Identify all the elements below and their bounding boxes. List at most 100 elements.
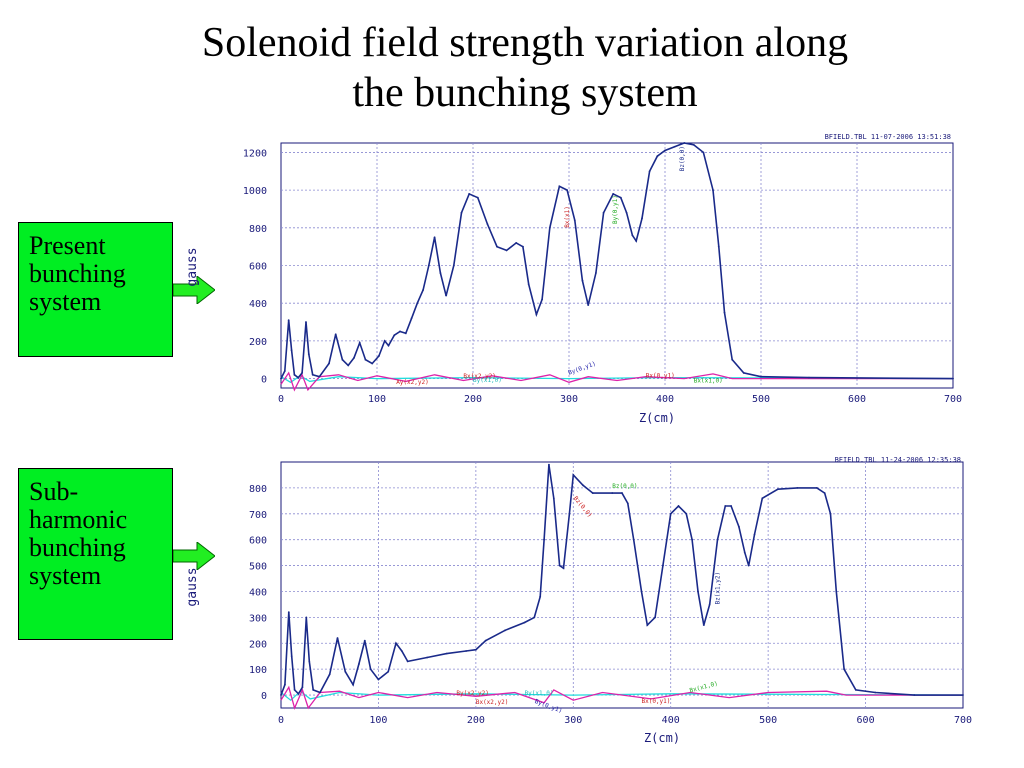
y-tick-label: 600 <box>249 262 267 273</box>
data-point <box>383 339 386 342</box>
data-point <box>573 219 576 222</box>
series-bx <box>280 685 963 710</box>
data-point <box>422 289 424 291</box>
data-point <box>393 334 396 337</box>
y-tick-label: 500 <box>249 562 267 573</box>
data-point <box>283 370 286 372</box>
data-point <box>465 650 468 652</box>
data-point <box>287 611 290 614</box>
data-point <box>523 621 526 624</box>
present-system-label: Present bunching system <box>18 222 173 357</box>
data-point <box>305 616 308 619</box>
y-tick-label: 0 <box>261 691 267 702</box>
data-point <box>716 538 719 541</box>
x-axis-label: Z(cm) <box>639 411 675 425</box>
y-tick-label: 400 <box>249 587 267 598</box>
data-point <box>312 688 315 691</box>
data-point <box>283 683 286 686</box>
data-point <box>290 349 293 352</box>
data-point <box>697 590 699 593</box>
data-point <box>747 564 750 567</box>
data-point <box>602 211 605 214</box>
data-point <box>591 492 594 494</box>
data-point <box>594 272 597 274</box>
y-tick-label: 0 <box>261 375 267 386</box>
data-point <box>562 567 565 570</box>
data-point <box>631 234 634 237</box>
curve-annotation: Bx(x2,y2) <box>476 699 509 706</box>
data-point <box>353 356 355 359</box>
curve-annotation: Bx(x2,y2) <box>463 373 496 380</box>
data-point <box>543 538 545 541</box>
x-tick-label: 300 <box>564 715 582 726</box>
x-axis-label: Z(cm) <box>644 731 680 745</box>
data-point <box>305 321 307 323</box>
data-point <box>297 376 300 379</box>
data-point <box>662 564 664 567</box>
data-point <box>760 375 762 378</box>
data-point <box>952 377 954 380</box>
data-point <box>874 691 877 694</box>
data-point <box>815 486 818 489</box>
data-point <box>527 283 530 286</box>
data-point <box>742 372 745 374</box>
data-point <box>843 668 846 671</box>
data-point <box>416 302 419 305</box>
data-point <box>452 264 455 267</box>
data-point <box>683 142 686 144</box>
data-point <box>400 650 403 652</box>
data-point <box>293 373 296 376</box>
data-point <box>307 353 310 355</box>
data-point <box>426 656 429 659</box>
data-point <box>548 463 550 466</box>
data-point <box>708 603 711 606</box>
data-point <box>334 333 337 336</box>
data-point <box>364 358 367 361</box>
data-point <box>582 484 584 487</box>
data-point <box>404 332 407 335</box>
data-point <box>496 245 498 248</box>
slide-title: Solenoid field strength variation along … <box>100 18 950 118</box>
y-tick-label: 200 <box>249 639 267 650</box>
data-point <box>913 694 916 696</box>
data-point <box>558 185 561 188</box>
data-point <box>738 525 740 528</box>
data-point <box>558 564 561 567</box>
series-bx <box>280 371 953 392</box>
data-point <box>962 694 964 696</box>
title-line-2: the bunching system <box>352 70 698 116</box>
x-tick-label: 500 <box>759 715 777 726</box>
data-point <box>352 683 354 686</box>
data-point <box>619 196 622 199</box>
data-point <box>776 488 779 491</box>
x-tick-label: 700 <box>954 715 972 726</box>
data-point <box>587 304 590 306</box>
data-point <box>808 376 810 379</box>
data-point <box>621 492 623 494</box>
data-point <box>533 616 536 619</box>
x-tick-label: 400 <box>662 715 680 726</box>
data-point <box>854 688 857 691</box>
x-tick-label: 300 <box>560 394 578 405</box>
data-point <box>371 362 374 365</box>
x-tick-label: 500 <box>752 394 770 405</box>
data-point <box>646 624 649 627</box>
data-point <box>581 279 584 282</box>
subharmonic-system-label: Sub- harmonic bunching system <box>18 468 173 640</box>
data-point <box>395 642 397 645</box>
data-point <box>358 341 361 344</box>
data-point <box>445 652 448 655</box>
data-point <box>796 486 799 489</box>
curve-annotation: Ay(x2,y2) <box>396 379 429 386</box>
y-tick-label: 800 <box>249 484 267 495</box>
data-point <box>445 294 448 297</box>
x-tick-label: 200 <box>467 715 485 726</box>
data-point <box>724 505 727 507</box>
y-tick-label: 1200 <box>243 148 267 159</box>
title-line-1: Solenoid field strength variation along <box>201 20 849 66</box>
data-point <box>677 505 680 507</box>
y-tick-label: 1000 <box>243 186 267 197</box>
y-axis-label: gauss <box>185 247 200 286</box>
